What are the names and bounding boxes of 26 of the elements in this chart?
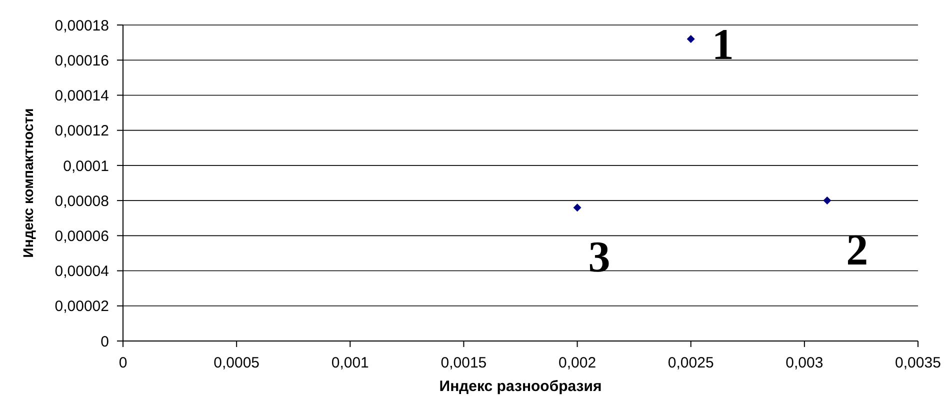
x-tick-label: 0,001 [331, 354, 369, 372]
y-tick-label: 0,00012 [54, 122, 109, 140]
annotation: 3 [588, 232, 610, 282]
x-tick-label: 0,0025 [668, 354, 714, 372]
x-tick-label: 0,0035 [895, 354, 941, 372]
x-tick-label: 0,0005 [214, 354, 260, 372]
annotation: 1 [712, 20, 734, 70]
y-tick-label: 0,0001 [63, 158, 109, 175]
x-tick-label: 0 [118, 354, 128, 372]
y-tick-label: 0,00014 [54, 88, 109, 105]
y-tick-label: 0,00004 [54, 263, 109, 280]
y-tick-label: 0,00002 [54, 298, 109, 316]
x-tick-label: 0,0015 [440, 354, 487, 372]
point [573, 204, 582, 212]
y-tick-label: 0,00008 [54, 192, 109, 210]
y-tick-label: 0,00016 [54, 52, 109, 70]
y-tick-label: 0,00018 [54, 17, 109, 34]
point [686, 35, 695, 44]
y-axis-title: Индекс компактности [20, 108, 36, 258]
y-tick-label: 0,00006 [54, 228, 109, 245]
x-axis-title: Индекс разнообразия [439, 378, 602, 395]
x-tick-label: 0,002 [558, 354, 596, 372]
y-tick-label: 0 [100, 333, 109, 350]
annotation: 2 [846, 226, 868, 275]
x-tick-label: 0,003 [786, 354, 824, 372]
point [823, 196, 832, 205]
